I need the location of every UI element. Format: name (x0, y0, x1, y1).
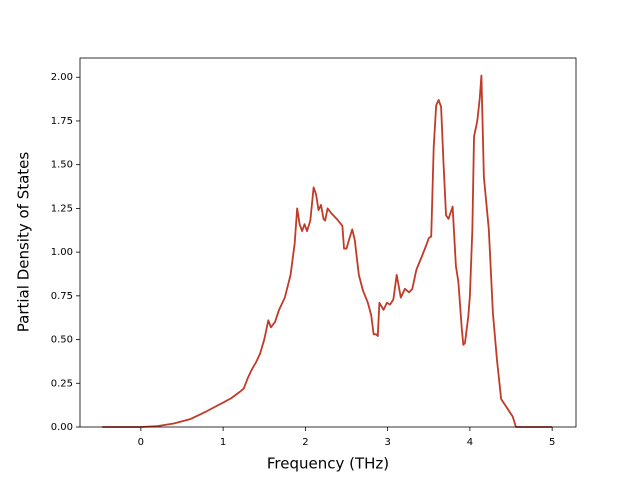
data-line (102, 74, 553, 428)
x-axis-label: Frequency (THz) (267, 455, 389, 473)
y-tick-label: 0.25 (51, 378, 73, 389)
x-tick-label: 4 (467, 437, 473, 448)
x-tick-label: 3 (384, 437, 390, 448)
y-tick-label: 1.75 (51, 116, 73, 127)
y-tick-label: 0.00 (51, 422, 73, 433)
y-tick-label: 1.25 (51, 203, 73, 214)
x-tick-label: 2 (302, 437, 308, 448)
y-tick-label: 0.50 (51, 335, 73, 346)
x-tick-label: 1 (220, 437, 226, 448)
y-tick-label: 0.75 (51, 291, 73, 302)
x-tick-label: 5 (549, 437, 555, 448)
plot-frame (79, 57, 577, 428)
x-tick-label: 0 (138, 437, 144, 448)
y-tick-label: 1.50 (51, 160, 73, 171)
y-tick-label: 1.00 (51, 247, 73, 258)
y-axis-label: Partial Density of States (15, 152, 33, 333)
y-tick-label: 2.00 (51, 72, 73, 83)
